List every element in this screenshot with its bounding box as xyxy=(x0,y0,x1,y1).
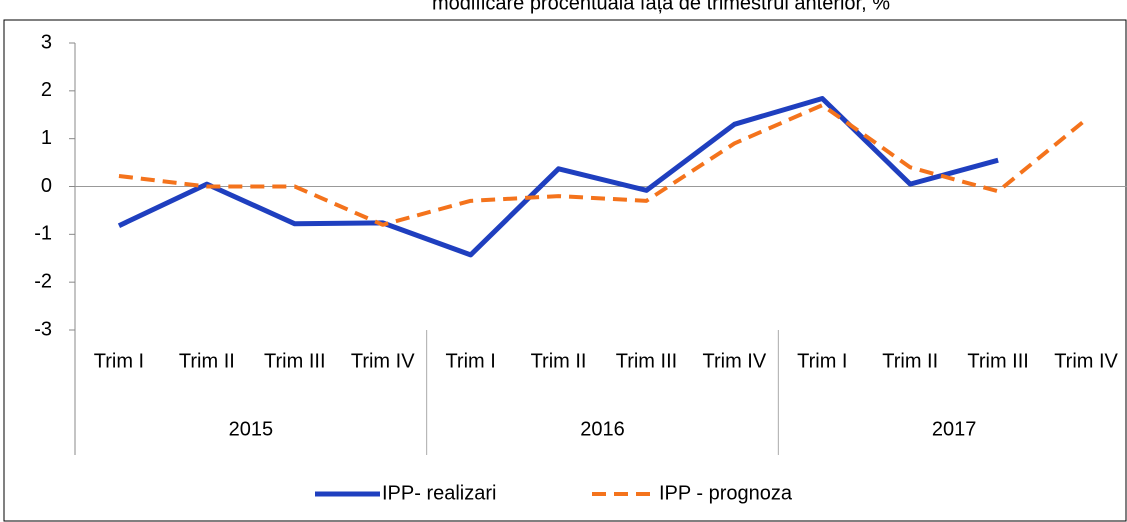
y-tick-label: 3 xyxy=(41,31,52,53)
chart-border xyxy=(3,19,1127,522)
chart-title: modificare procentuala fața de trimestru… xyxy=(432,0,890,14)
series-line xyxy=(117,95,999,258)
y-tick-label: -3 xyxy=(34,318,52,340)
x-tick-label: Trim I xyxy=(94,350,144,372)
x-tick-label: Trim III xyxy=(264,350,325,372)
y-tick-label: 2 xyxy=(41,79,52,101)
x-tick-label: Trim II xyxy=(882,350,938,372)
y-tick-label: -2 xyxy=(34,270,52,292)
group-label: 2017 xyxy=(932,418,977,440)
x-tick-label: Trim IV xyxy=(1054,350,1118,372)
x-tick-label: Trim I xyxy=(445,350,495,372)
x-tick-label: Trim II xyxy=(531,350,587,372)
group-label: 2015 xyxy=(229,418,274,440)
legend-label: IPP- realizari xyxy=(382,482,496,504)
series-line xyxy=(118,103,1088,227)
y-tick-label: 1 xyxy=(41,127,52,149)
x-tick-label: Trim III xyxy=(616,350,677,372)
x-tick-label: Trim II xyxy=(179,350,235,372)
x-tick-label: Trim I xyxy=(797,350,847,372)
x-tick-label: Trim III xyxy=(967,350,1028,372)
y-tick-label: -1 xyxy=(34,223,52,245)
group-label: 2016 xyxy=(580,418,625,440)
legend-label: IPP - prognoza xyxy=(659,482,793,504)
x-tick-label: Trim IV xyxy=(703,350,767,372)
x-tick-label: Trim IV xyxy=(351,350,415,372)
y-tick-label: 0 xyxy=(41,175,52,197)
